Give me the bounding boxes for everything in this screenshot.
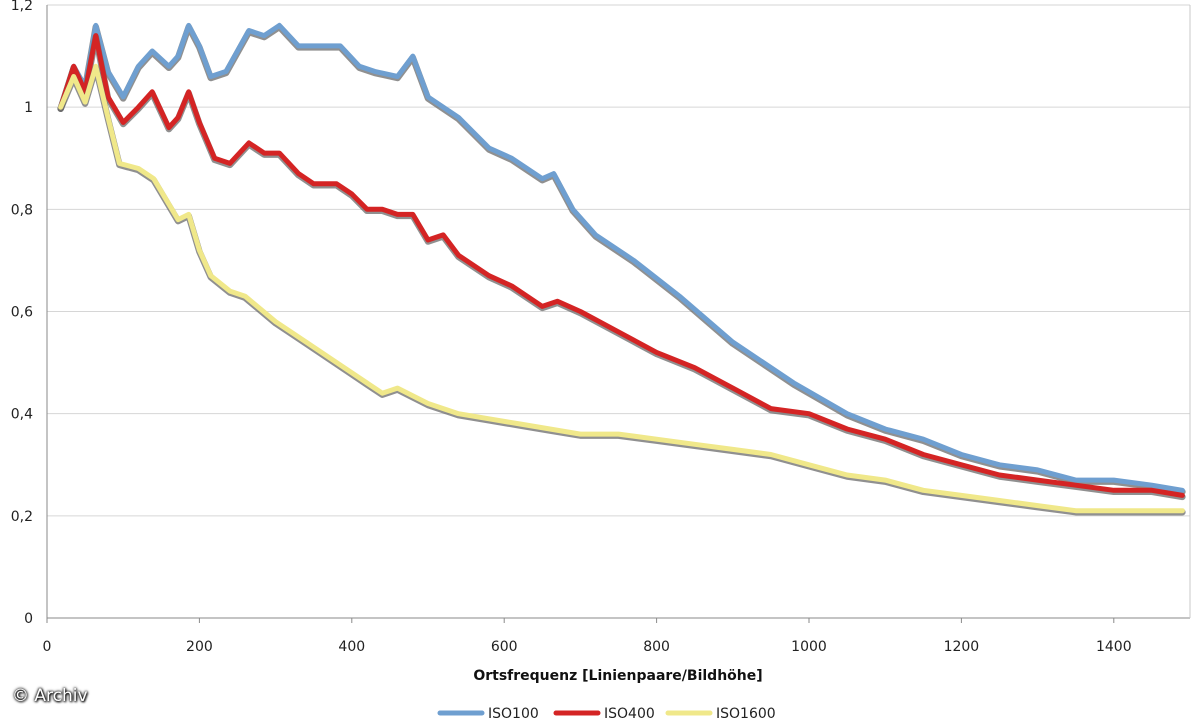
x-tick-label: 1000: [791, 639, 827, 655]
x-tick-label: 0: [43, 639, 52, 655]
legend-label-iso100: ISO100: [488, 706, 539, 720]
y-tick-label: 0,2: [11, 509, 33, 525]
y-tick-label: 1,2: [11, 0, 33, 14]
y-tick-label: 0: [24, 611, 33, 627]
credit-text: © Archiv: [12, 686, 88, 706]
x-tick-label: 1400: [1096, 639, 1132, 655]
x-axis-label: Ortsfrequenz [Linienpaare/Bildhöhe]: [473, 668, 762, 684]
y-tick-label: 0,6: [11, 305, 33, 321]
x-tick-label: 800: [643, 639, 670, 655]
x-tick-label: 1200: [944, 639, 980, 655]
series-line-iso100: [58, 22, 1185, 493]
y-axis-ticks: 0 0,2 0,4 0,6 0,8 1 1,2: [11, 0, 33, 627]
y-tick-label: 0,8: [11, 202, 33, 218]
x-tick-label: 600: [491, 639, 518, 655]
y-tick-label: 0,4: [11, 407, 33, 423]
y-tick-label: 1: [24, 100, 33, 116]
series-shadow-iso100: [57, 23, 1186, 496]
x-axis-ticks: 0 200 400 600 800 1000 1200 1400: [43, 618, 1132, 655]
series-line-iso400: [58, 33, 1185, 498]
series-line-iso1600: [58, 63, 1185, 514]
series-shadow-iso400: [57, 33, 1186, 501]
x-tick-label: 400: [338, 639, 365, 655]
axes: [46, 5, 1191, 619]
legend-label-iso400: ISO400: [604, 706, 655, 720]
series-lines: [57, 22, 1186, 516]
grid-lines: [47, 4, 1190, 517]
legend-label-iso1600: ISO1600: [716, 706, 776, 720]
x-tick-label: 200: [186, 639, 213, 655]
legend: ISO100 ISO400 ISO1600: [437, 706, 776, 720]
